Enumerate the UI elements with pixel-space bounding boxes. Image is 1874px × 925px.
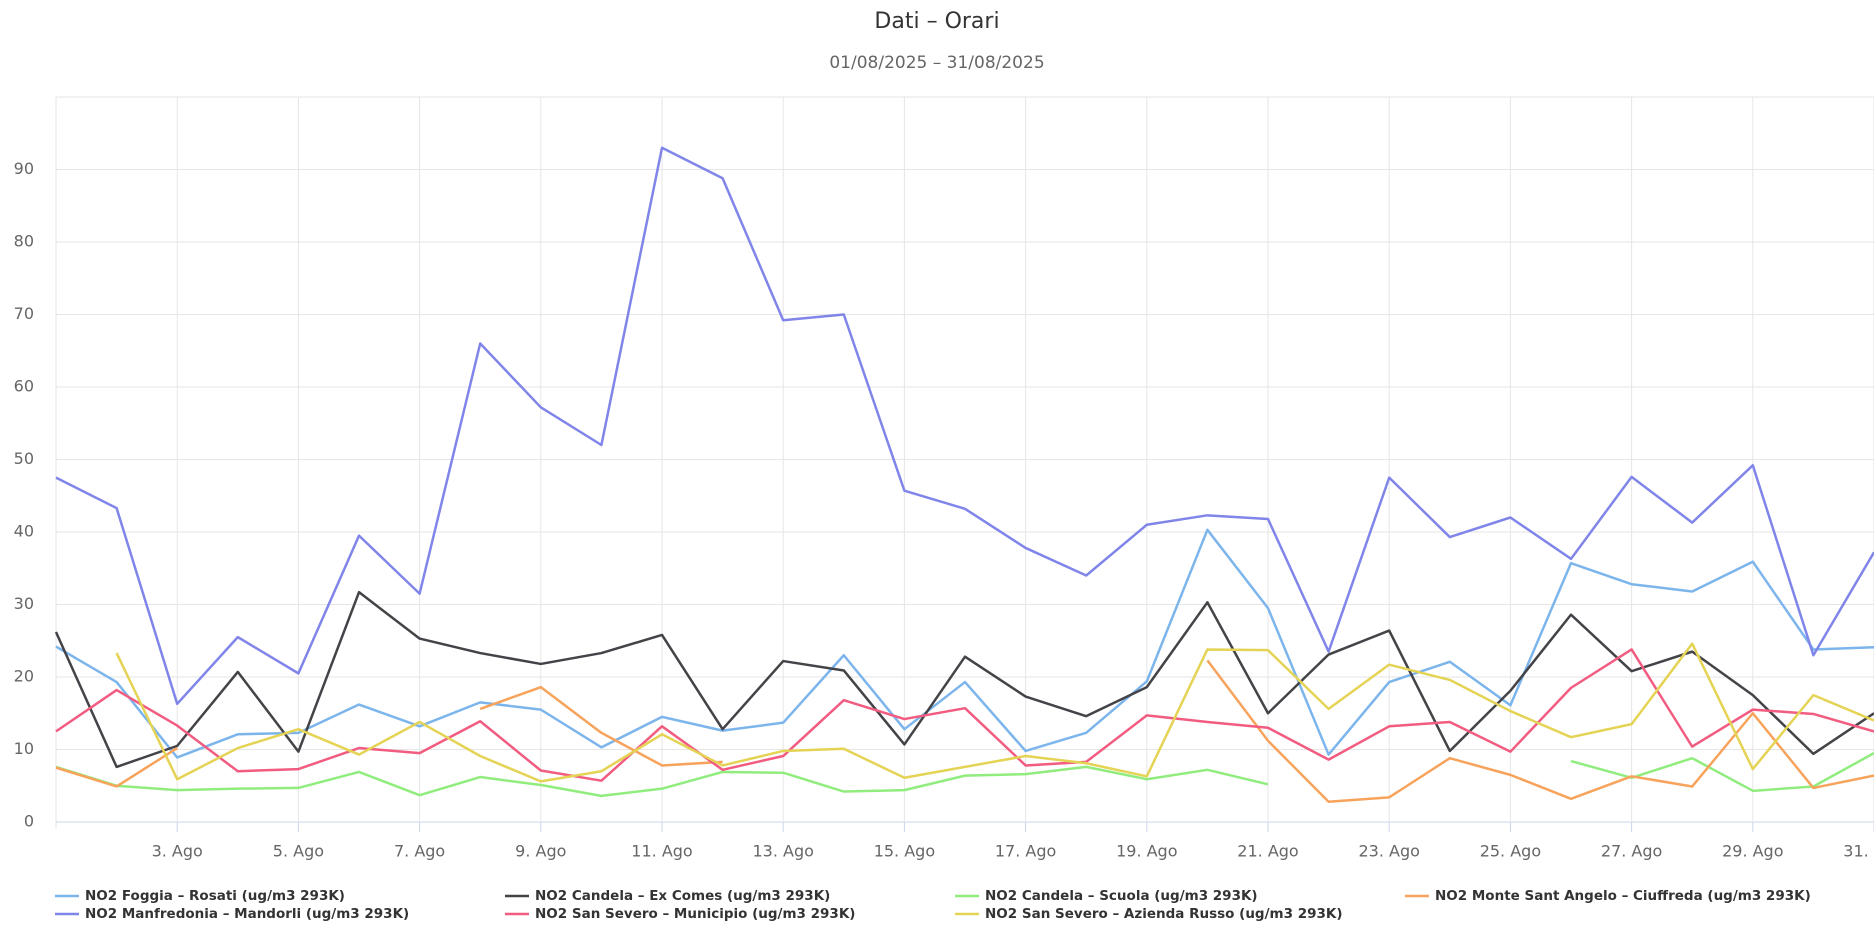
- series-line: [55, 746, 178, 788]
- series-line: [55, 765, 1269, 798]
- y-tick-label: 80: [14, 232, 34, 251]
- x-tick-label: 17. Ago: [995, 842, 1056, 861]
- y-tick-label: 70: [14, 304, 34, 323]
- x-tick-label: 13. Ago: [752, 842, 813, 861]
- y-tick-label: 50: [14, 449, 34, 468]
- y-tick-label: 0: [24, 812, 34, 831]
- series-line: [54, 590, 1874, 769]
- y-tick-label: 40: [14, 522, 34, 541]
- y-tick-label: 30: [14, 594, 34, 613]
- series-line: [1570, 752, 1874, 793]
- series-line: [115, 642, 1874, 783]
- legend-label[interactable]: NO2 Monte Sant Angelo – Ciuffreda (ug/m3…: [1435, 888, 1811, 904]
- x-tick-label: 3. Ago: [152, 842, 203, 861]
- x-tick-label: 27. Ago: [1601, 842, 1662, 861]
- y-tick-label: 90: [14, 159, 34, 178]
- x-tick-label: 21. Ago: [1237, 842, 1298, 861]
- x-tick-label: 29. Ago: [1722, 842, 1783, 861]
- legend-label[interactable]: NO2 San Severo – Municipio (ug/m3 293K): [535, 906, 855, 922]
- chart-title: Dati – Orari: [874, 9, 999, 34]
- series-line: [55, 146, 1874, 706]
- x-tick-label: 19. Ago: [1116, 842, 1177, 861]
- series-line: [55, 648, 1874, 782]
- legend-label[interactable]: NO2 Manfredonia – Mandorli (ug/m3 293K): [85, 906, 409, 922]
- x-tick-label: 11. Ago: [631, 842, 692, 861]
- y-tick-label: 20: [14, 667, 34, 686]
- series-line: [55, 528, 1874, 759]
- series-line: [479, 685, 723, 767]
- x-tick-label: 5. Ago: [273, 842, 324, 861]
- legend-label[interactable]: NO2 Foggia – Rosati (ug/m3 293K): [85, 888, 345, 904]
- x-tick-label: 15. Ago: [874, 842, 935, 861]
- series-line: [1206, 659, 1874, 803]
- chart-subtitle: 01/08/2025 – 31/08/2025: [829, 53, 1044, 73]
- x-tick-label: 31. Ago: [1843, 842, 1874, 861]
- x-tick-label: 7. Ago: [394, 842, 445, 861]
- y-tick-label: 60: [14, 377, 34, 396]
- legend-label[interactable]: NO2 San Severo – Azienda Russo (ug/m3 29…: [985, 906, 1343, 922]
- x-tick-label: 25. Ago: [1480, 842, 1541, 861]
- x-tick-label: 23. Ago: [1358, 842, 1419, 861]
- legend-label[interactable]: NO2 Candela – Ex Comes (ug/m3 293K): [535, 888, 830, 904]
- legend-label[interactable]: NO2 Candela – Scuola (ug/m3 293K): [985, 888, 1258, 904]
- y-tick-label: 10: [14, 739, 34, 758]
- x-tick-label: 9. Ago: [515, 842, 566, 861]
